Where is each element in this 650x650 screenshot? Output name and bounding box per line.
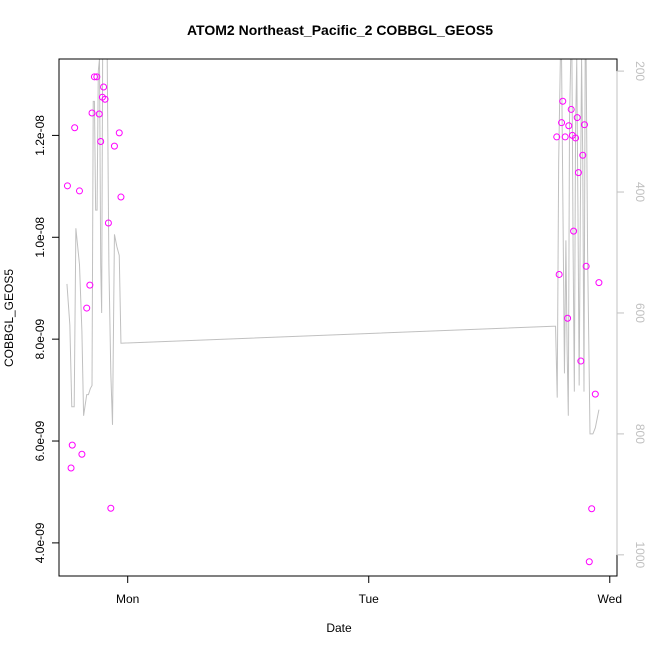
data-point: [86, 281, 94, 289]
x-tick-label: Wed: [598, 592, 622, 606]
data-point: [78, 450, 86, 458]
data-point: [553, 133, 561, 141]
data-point: [75, 187, 83, 195]
data-point: [555, 270, 563, 278]
data-point: [574, 169, 582, 177]
data-point: [101, 95, 109, 103]
data-point: [588, 505, 596, 513]
y-tick-label: 1.0e-08: [33, 217, 47, 258]
y2-tick-label: 1000: [633, 541, 647, 568]
data-point: [97, 138, 105, 146]
data-point: [595, 279, 603, 287]
line-series: [66, 59, 600, 435]
chart-title: ATOM2 Northeast_Pacific_2 COBBGL_GEOS5: [187, 22, 493, 38]
y-tick-label: 4.0e-09: [33, 522, 47, 563]
plot-frame: [58, 58, 618, 577]
data-point: [559, 97, 567, 105]
y2-tick-label: 600: [633, 303, 647, 323]
data-point: [100, 83, 108, 91]
data-point: [577, 357, 585, 365]
data-point: [591, 390, 599, 398]
data-point: [564, 314, 572, 322]
y-tick-label: 1.2e-08: [33, 115, 47, 156]
data-point: [67, 464, 75, 472]
data-point: [567, 105, 575, 113]
y2-tick-label: 800: [633, 424, 647, 444]
data-point: [63, 182, 71, 190]
y-tick-label: 6.0e-09: [33, 420, 47, 461]
data-point: [572, 134, 580, 142]
x-tick-label: Mon: [116, 592, 139, 606]
data-point: [582, 262, 590, 270]
data-point: [104, 219, 112, 227]
x-axis-label: Date: [326, 621, 352, 635]
scatter-series: [63, 73, 603, 566]
x-tick-label: Tue: [359, 592, 380, 606]
data-point: [580, 121, 588, 129]
data-point: [117, 193, 125, 201]
data-point: [83, 304, 91, 312]
data-point: [107, 504, 115, 512]
data-point: [573, 114, 581, 122]
data-point: [68, 441, 76, 449]
y2-axis: 200 400 600 800 1000: [616, 61, 647, 569]
data-point: [570, 227, 578, 235]
data-point: [90, 73, 98, 81]
x-axis: Mon Tue Wed: [116, 575, 622, 606]
y2-tick-label: 400: [633, 182, 647, 202]
data-point: [115, 129, 123, 137]
data-point: [110, 142, 118, 150]
data-point: [585, 558, 593, 566]
data-point: [565, 122, 573, 130]
data-point: [558, 119, 566, 127]
y-axis-label: COBBGL_GEOS5: [2, 269, 16, 367]
y2-tick-label: 200: [633, 61, 647, 81]
data-point: [88, 109, 96, 117]
series-line: [66, 59, 600, 435]
data-point: [579, 151, 587, 159]
data-point: [93, 73, 101, 81]
data-point: [95, 110, 103, 118]
data-point: [561, 133, 569, 141]
y-axis: 4.0e-09 6.0e-09 8.0e-09 1.0e-08 1.2e-08: [33, 115, 60, 563]
data-point: [71, 124, 79, 132]
y-tick-label: 8.0e-09: [33, 318, 47, 359]
